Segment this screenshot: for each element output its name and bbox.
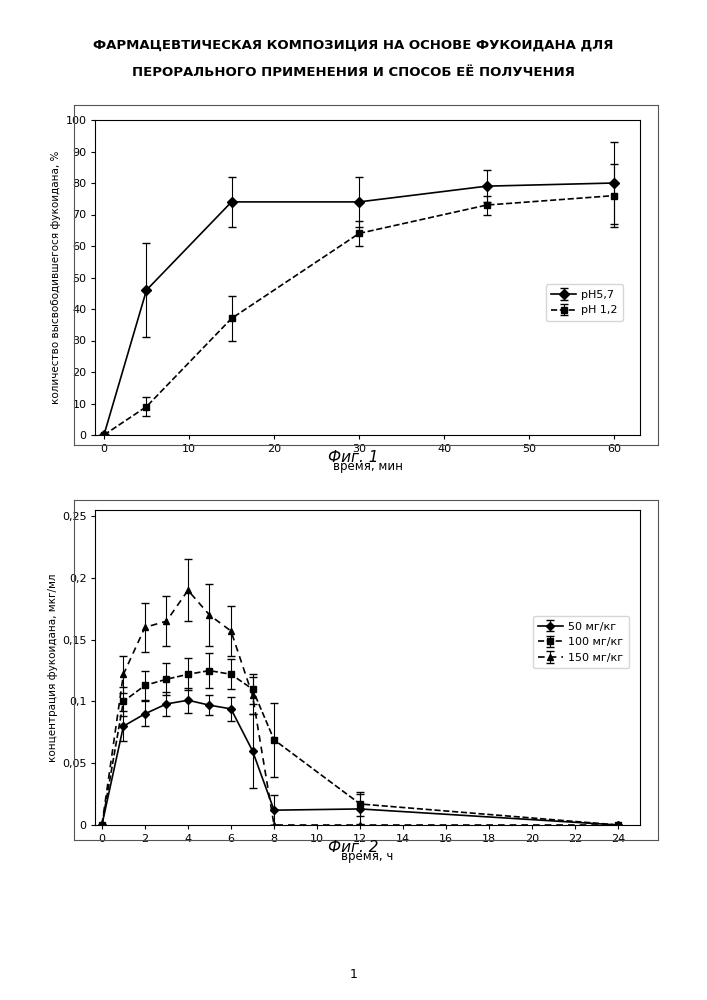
Text: ФАРМАЦЕВТИЧЕСКАЯ КОМПОЗИЦИЯ НА ОСНОВЕ ФУКОИДАНА ДЛЯ: ФАРМАЦЕВТИЧЕСКАЯ КОМПОЗИЦИЯ НА ОСНОВЕ ФУ… bbox=[93, 38, 614, 51]
Legend: pH5,7, pH 1,2: pH5,7, pH 1,2 bbox=[546, 284, 624, 321]
Text: Фиг. 1: Фиг. 1 bbox=[328, 450, 379, 464]
Y-axis label: количество высвободившегося фукоидана, %: количество высвободившегося фукоидана, % bbox=[51, 151, 62, 404]
X-axis label: время, ч: время, ч bbox=[341, 850, 394, 863]
X-axis label: время, мин: время, мин bbox=[333, 460, 402, 473]
Legend: 50 мг/кг, 100 мг/кг, 150 мг/кг: 50 мг/кг, 100 мг/кг, 150 мг/кг bbox=[532, 616, 629, 668]
Text: 1: 1 bbox=[349, 968, 358, 982]
Text: ПЕРОРАЛЬНОГО ПРИМЕНЕНИЯ И СПОСОБ ЕЁ ПОЛУЧЕНИЯ: ПЕРОРАЛЬНОГО ПРИМЕНЕНИЯ И СПОСОБ ЕЁ ПОЛУ… bbox=[132, 66, 575, 79]
Y-axis label: концентрация фукоидана, мкг/мл: концентрация фукоидана, мкг/мл bbox=[47, 573, 58, 762]
Text: Фиг. 2: Фиг. 2 bbox=[328, 840, 379, 856]
